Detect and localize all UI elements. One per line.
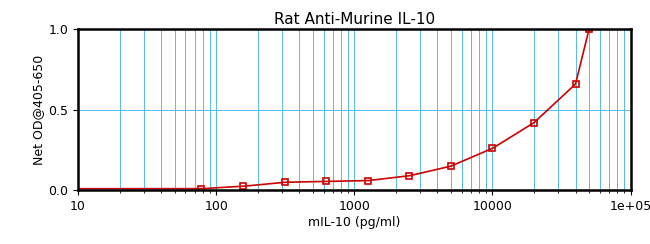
- X-axis label: mIL-10 (pg/ml): mIL-10 (pg/ml): [308, 216, 400, 229]
- Y-axis label: Net OD@405-650: Net OD@405-650: [32, 55, 46, 165]
- Title: Rat Anti-Murine IL-10: Rat Anti-Murine IL-10: [274, 12, 435, 27]
